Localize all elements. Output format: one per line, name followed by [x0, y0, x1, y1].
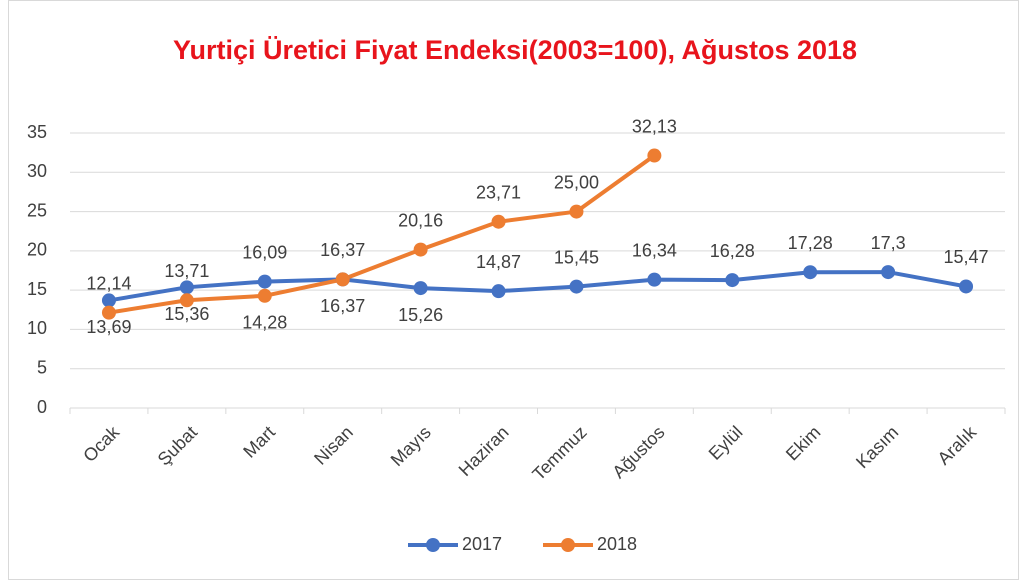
point: [413, 281, 428, 296]
y-tick-label: 10: [27, 318, 47, 338]
data-label: 13,69: [86, 317, 131, 337]
series-line: [108, 153, 656, 315]
y-tick-label: 20: [27, 240, 47, 260]
data-label: 17,28: [788, 233, 833, 253]
point: [179, 280, 194, 295]
y-tick-label: 35: [27, 122, 47, 142]
data-label: 14,28: [242, 313, 287, 333]
point: [335, 272, 350, 287]
y-tick-label: 25: [27, 200, 47, 220]
data-label: 16,37: [320, 296, 365, 316]
point: [491, 214, 506, 229]
legend-marker: [561, 538, 575, 552]
point: [647, 148, 662, 163]
data-label: 16,09: [242, 242, 287, 262]
point: [881, 265, 896, 280]
data-label: 25,00: [554, 172, 599, 192]
data-label: 15,45: [554, 247, 599, 267]
data-label: 12,14: [86, 273, 131, 293]
data-label: 16,34: [632, 240, 677, 260]
point: [803, 265, 818, 280]
data-label: 14,87: [476, 252, 521, 272]
point: [959, 279, 974, 294]
data-label: 15,36: [164, 304, 209, 324]
chart-title: Yurtiçi Üretici Fiyat Endeksi(2003=100),…: [172, 35, 858, 65]
point: [491, 284, 506, 299]
point: [725, 273, 740, 288]
data-label: 20,16: [398, 210, 443, 230]
data-label: 16,28: [710, 241, 755, 261]
legend-marker: [426, 538, 440, 552]
data-label: 15,47: [944, 247, 989, 267]
legend-label: 2017: [462, 534, 502, 554]
y-tick-label: 0: [37, 397, 47, 417]
point: [569, 204, 584, 219]
point: [257, 288, 272, 303]
y-tick-label: 30: [27, 161, 47, 181]
legend-label: 2018: [597, 534, 637, 554]
data-label: 23,71: [476, 182, 521, 202]
data-label: 16,37: [320, 240, 365, 260]
data-label: 13,71: [164, 261, 209, 281]
point: [413, 242, 428, 257]
data-label: 17,3: [871, 233, 906, 253]
series-line: [108, 270, 967, 303]
data-label: 32,13: [632, 116, 677, 136]
point: [179, 293, 194, 308]
data-label: 15,26: [398, 305, 443, 325]
y-tick-label: 5: [37, 357, 47, 377]
point: [647, 272, 662, 287]
y-tick-label: 15: [27, 279, 47, 299]
point: [569, 279, 584, 294]
point: [257, 274, 272, 289]
point: [101, 305, 116, 320]
point: [101, 293, 116, 308]
